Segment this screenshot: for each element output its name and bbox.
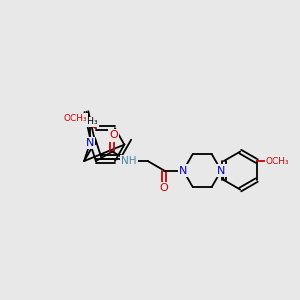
Text: N: N <box>86 138 94 148</box>
Text: CH₃: CH₃ <box>82 118 98 127</box>
Text: OCH₃: OCH₃ <box>64 114 87 123</box>
Text: O: O <box>160 183 169 193</box>
Text: N: N <box>217 166 225 176</box>
Text: OCH₃: OCH₃ <box>266 157 290 166</box>
Text: O: O <box>109 130 118 140</box>
Text: NH: NH <box>121 156 136 166</box>
Text: N: N <box>179 166 188 176</box>
